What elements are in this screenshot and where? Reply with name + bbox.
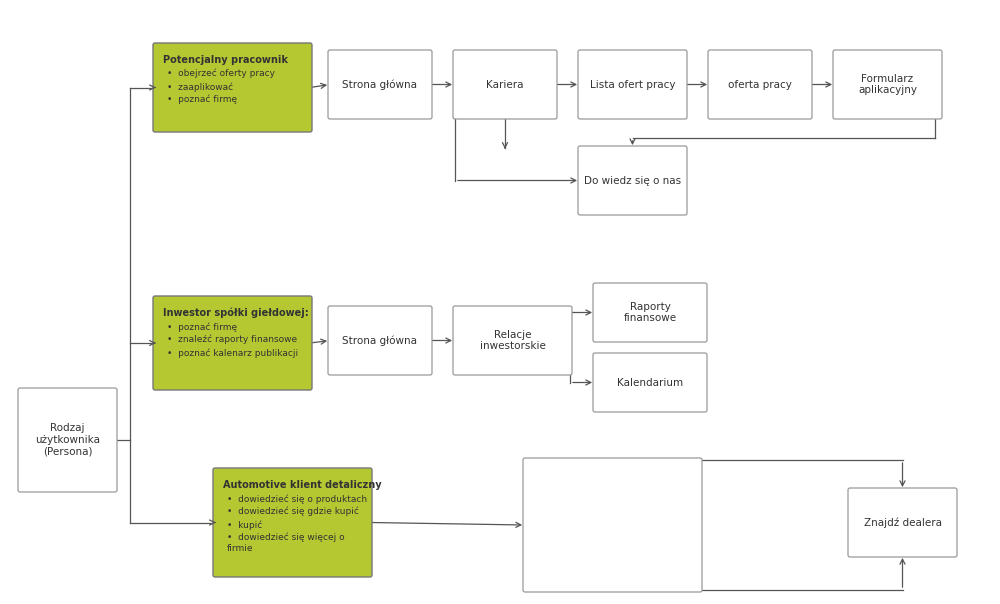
FancyBboxPatch shape bbox=[153, 43, 312, 132]
Text: Formularz
aplikacyjny: Formularz aplikacyjny bbox=[858, 74, 917, 95]
Text: Rodzaj
użytkownika
(Persona): Rodzaj użytkownika (Persona) bbox=[35, 423, 100, 457]
Text: •  znaleźć raporty finansowe: • znaleźć raporty finansowe bbox=[167, 335, 297, 344]
Text: Raporty
finansowe: Raporty finansowe bbox=[623, 302, 677, 323]
Text: Kariera: Kariera bbox=[486, 80, 524, 89]
FancyBboxPatch shape bbox=[848, 488, 957, 557]
Text: Znajdź dealera: Znajdź dealera bbox=[864, 517, 942, 528]
FancyBboxPatch shape bbox=[708, 50, 812, 119]
FancyBboxPatch shape bbox=[523, 458, 702, 592]
Text: •  kupić: • kupić bbox=[227, 520, 262, 530]
Text: oferta pracy: oferta pracy bbox=[728, 80, 792, 89]
FancyBboxPatch shape bbox=[593, 283, 707, 342]
Text: •  dowiedzieć się gdzie kupić: • dowiedzieć się gdzie kupić bbox=[227, 507, 359, 516]
Text: •  dowiedzieć się o produktach: • dowiedzieć się o produktach bbox=[227, 494, 367, 504]
FancyBboxPatch shape bbox=[328, 306, 432, 375]
FancyBboxPatch shape bbox=[328, 50, 432, 119]
FancyBboxPatch shape bbox=[18, 388, 117, 492]
FancyBboxPatch shape bbox=[453, 306, 572, 375]
Text: •  dowiedzieć się więcej o
firmie: • dowiedzieć się więcej o firmie bbox=[227, 533, 345, 553]
Text: •  poznać firmę: • poznać firmę bbox=[167, 322, 237, 332]
Text: •  zaaplikować: • zaaplikować bbox=[167, 82, 233, 91]
FancyBboxPatch shape bbox=[833, 50, 942, 119]
FancyBboxPatch shape bbox=[453, 50, 557, 119]
FancyBboxPatch shape bbox=[593, 353, 707, 412]
Text: Automotive klient detaliczny: Automotive klient detaliczny bbox=[223, 480, 382, 490]
FancyBboxPatch shape bbox=[578, 50, 687, 119]
Text: Do wiedz się o nas: Do wiedz się o nas bbox=[584, 176, 681, 185]
Text: Strona główna: Strona główna bbox=[342, 79, 418, 90]
Text: Inwestor spółki giełdowej:: Inwestor spółki giełdowej: bbox=[163, 308, 309, 318]
Text: •  poznać firmę: • poznać firmę bbox=[167, 95, 237, 104]
Text: Relacje
inwestorskie: Relacje inwestorskie bbox=[480, 330, 545, 352]
Text: Kalendarium: Kalendarium bbox=[617, 378, 683, 388]
Text: Strona główna: Strona główna bbox=[342, 335, 418, 345]
Text: Lista ofert pracy: Lista ofert pracy bbox=[590, 80, 675, 89]
Text: •  obejrzeć oferty pracy: • obejrzeć oferty pracy bbox=[167, 69, 275, 79]
FancyBboxPatch shape bbox=[578, 146, 687, 215]
FancyBboxPatch shape bbox=[153, 296, 312, 390]
Text: Potencjalny pracownik: Potencjalny pracownik bbox=[163, 55, 288, 65]
FancyBboxPatch shape bbox=[213, 468, 372, 577]
Text: •  poznać kalenarz publikacji: • poznać kalenarz publikacji bbox=[167, 348, 298, 358]
